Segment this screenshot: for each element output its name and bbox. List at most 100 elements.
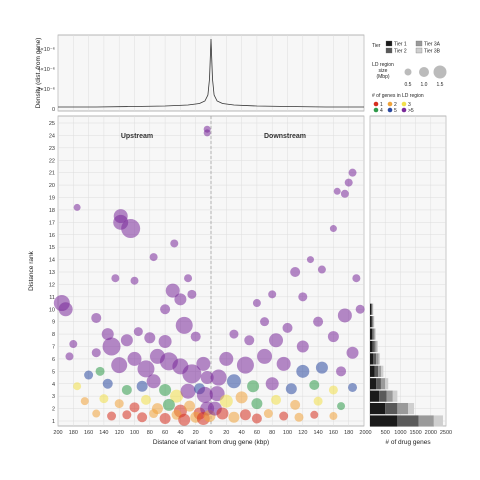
scatter-point <box>121 384 132 395</box>
main-xtick-label: 0 <box>209 430 212 436</box>
legend-tier-label: Tier 3B <box>424 49 441 55</box>
main-xtick-label: 180 <box>344 430 353 436</box>
scatter-point <box>263 409 273 419</box>
scatter-point <box>184 274 193 283</box>
main-xtick-label: 120 <box>298 430 307 436</box>
scatter-point <box>111 357 128 374</box>
legend-tier-swatch <box>415 40 423 47</box>
legend-gene-dot <box>373 101 379 107</box>
main-xtick-label: 200 <box>359 430 368 436</box>
main-y-ticks: 1234567891011121314151617181920212223242… <box>49 121 55 425</box>
side-bar-segment <box>370 390 380 402</box>
scatter-point <box>196 386 213 403</box>
side-bar-segment <box>378 353 381 365</box>
legend-size-circle <box>433 65 447 79</box>
legend-size-title-2: size <box>379 68 388 74</box>
side-bar-segment <box>370 303 372 315</box>
legend-genes: 1 2 3 4 5 >5 <box>373 101 414 114</box>
main-ytick-label: 6 <box>52 357 55 363</box>
legend-sizes: 0.5 1.0 1.5 <box>404 65 447 88</box>
scatter-point <box>107 411 117 421</box>
legend-gene-label: >5 <box>408 108 414 114</box>
scatter-point <box>271 394 282 405</box>
scatter-point <box>298 292 308 302</box>
side-bar-segment <box>381 365 384 377</box>
scatter-point <box>257 348 273 364</box>
side-bar-segment <box>370 378 377 390</box>
scatter-point <box>121 219 141 239</box>
side-bar-segment <box>370 415 398 427</box>
scatter-point <box>127 351 142 366</box>
scatter-point <box>129 402 140 413</box>
scatter-point <box>244 335 255 346</box>
side-bar-segment <box>379 390 387 402</box>
side-bar-segment <box>373 316 375 328</box>
side-bar-segment <box>371 303 373 315</box>
scatter-point <box>337 308 352 323</box>
main-xtick-label: 140 <box>99 430 108 436</box>
legend-tier-label: Tier 3A <box>424 42 441 48</box>
scatter-point <box>340 189 349 198</box>
legend: Tier Tier 1 Tier 3A Tier 2 Tier 3B LD regio… <box>372 40 447 114</box>
main-ytick-label: 23 <box>49 146 55 152</box>
side-x-ticks: 0 500 1000 1500 2000 2500 <box>368 430 452 436</box>
side-xtick-label: 1500 <box>409 430 421 436</box>
scatter-point <box>285 383 297 395</box>
main-x-ticks: 200 180 160 140 120 100 80 60 40 20 0 20 40 60 80 100 12… <box>53 430 368 436</box>
scatter-point <box>92 409 101 418</box>
top-y-ticks: 0 2×10⁻⁶ 4×10⁻⁶ 6×10⁻⁶ <box>37 46 55 113</box>
scatter-point <box>329 412 338 421</box>
scatter-point <box>136 380 148 392</box>
top-ytick-label: 4×10⁻⁶ <box>37 66 55 73</box>
main-ytick-label: 12 <box>49 282 55 288</box>
main-ytick-label: 18 <box>49 208 55 214</box>
main-ytick-label: 1 <box>52 419 55 425</box>
side-bar-segment <box>370 353 374 365</box>
scatter-point <box>170 389 184 403</box>
main-xtick-label: 120 <box>115 430 124 436</box>
side-bar-segment <box>372 303 373 315</box>
scatter-point <box>268 290 277 299</box>
scatter-point <box>269 333 284 348</box>
side-bar-segment <box>376 353 379 365</box>
scatter-point <box>276 356 291 371</box>
legend-size-label: 1.5 <box>437 82 444 88</box>
scatter-point <box>251 398 263 410</box>
main-ytick-label: 24 <box>49 133 55 139</box>
legend-gene-label: 2 <box>394 102 397 108</box>
side-bar-segment <box>376 340 378 353</box>
scatter-point <box>203 129 211 137</box>
scatter-point <box>196 356 211 371</box>
main-ylabel: Distance rank <box>28 250 35 290</box>
side-xtick-label: 2500 <box>440 430 452 436</box>
main-xtick-label: 40 <box>177 430 183 436</box>
scatter-point <box>174 293 187 306</box>
main-ytick-label: 15 <box>49 245 55 251</box>
side-bar-segment <box>433 415 443 427</box>
scatter-point <box>144 332 156 344</box>
scatter-point <box>313 316 324 327</box>
top-gridlines <box>57 35 365 111</box>
side-histogram-panel: 0 500 1000 1500 2000 2500 # of drug genes <box>368 115 452 446</box>
legend-gene-dot <box>387 101 393 107</box>
scatter-point <box>235 391 248 404</box>
scatter-point <box>327 331 339 343</box>
scatter-point <box>130 276 139 285</box>
legend-size-title-1: LD region <box>372 62 394 68</box>
side-bar-segment <box>376 378 381 390</box>
scatter-point <box>328 385 338 395</box>
legend-size-circle <box>404 68 412 76</box>
scatter-point <box>73 203 81 211</box>
scatter-point <box>344 178 353 187</box>
main-ytick-label: 2 <box>52 407 55 413</box>
scatter-point <box>337 402 346 411</box>
scatter-point <box>137 360 155 378</box>
main-ytick-label: 10 <box>49 307 55 313</box>
legend-size-circle <box>419 67 429 77</box>
scatter-point <box>219 394 233 408</box>
scatter-point <box>73 382 82 391</box>
scatter-point <box>80 397 89 406</box>
scatter-point <box>310 410 319 419</box>
legend-gene-dot <box>401 101 407 107</box>
